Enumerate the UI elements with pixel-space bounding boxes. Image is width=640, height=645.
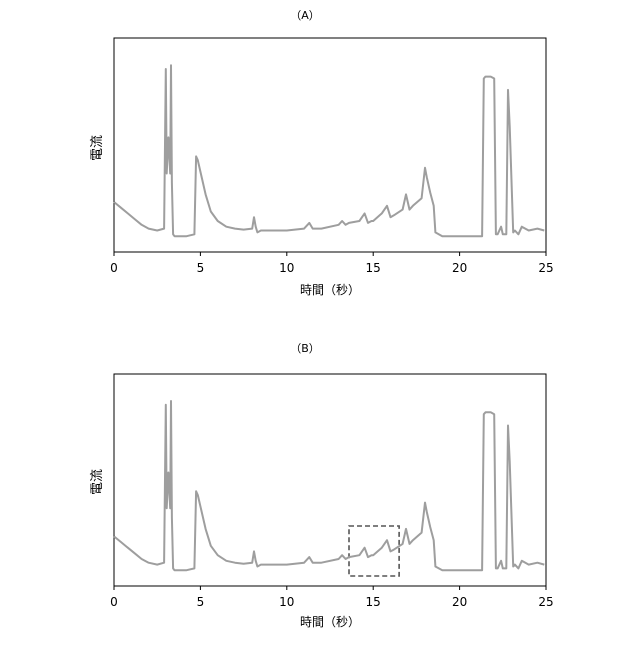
panel-b-title: （B） [290, 342, 320, 355]
panel-a-x-tick-label: 10 [279, 261, 294, 275]
panel-a-x-tick-label: 25 [538, 261, 553, 275]
panel-a-x-tick-label: 15 [366, 261, 381, 275]
panel-b-ylabel: 電流 [90, 469, 105, 495]
panel-a-x-tick-label: 0 [110, 261, 118, 275]
panel-b-x-tick-label: 15 [366, 595, 381, 609]
panel-a-x-tick-label: 20 [452, 261, 467, 275]
panel-b-x-tick-label: 5 [197, 595, 205, 609]
panel-a-x-tick-label: 5 [197, 261, 205, 275]
panel-a-plot-frame [114, 38, 546, 252]
panel-b-x-tick-label: 20 [452, 595, 467, 609]
panel-a-xlabel: 時間（秒） [300, 283, 360, 297]
panel-b-x-ticks: 0 5 10 15 20 25 [110, 586, 553, 609]
panel-a-title: （A） [290, 9, 320, 22]
panel-a-x-ticks: 0 5 10 15 20 25 [110, 252, 553, 275]
panel-b-x-tick-label: 25 [538, 595, 553, 609]
panel-a-ylabel: 電流 [90, 135, 105, 161]
panel-a: （A） 電流 0 5 10 15 20 25 時間（秒） [90, 9, 554, 297]
panel-b-x-tick-label: 10 [279, 595, 294, 609]
panel-b-xlabel: 時間（秒） [300, 615, 360, 629]
panel-b-x-tick-label: 0 [110, 595, 118, 609]
panel-b: （B） 電流 0 5 10 15 20 25 時間（秒） [90, 342, 554, 629]
panel-b-plot-frame [114, 374, 546, 586]
